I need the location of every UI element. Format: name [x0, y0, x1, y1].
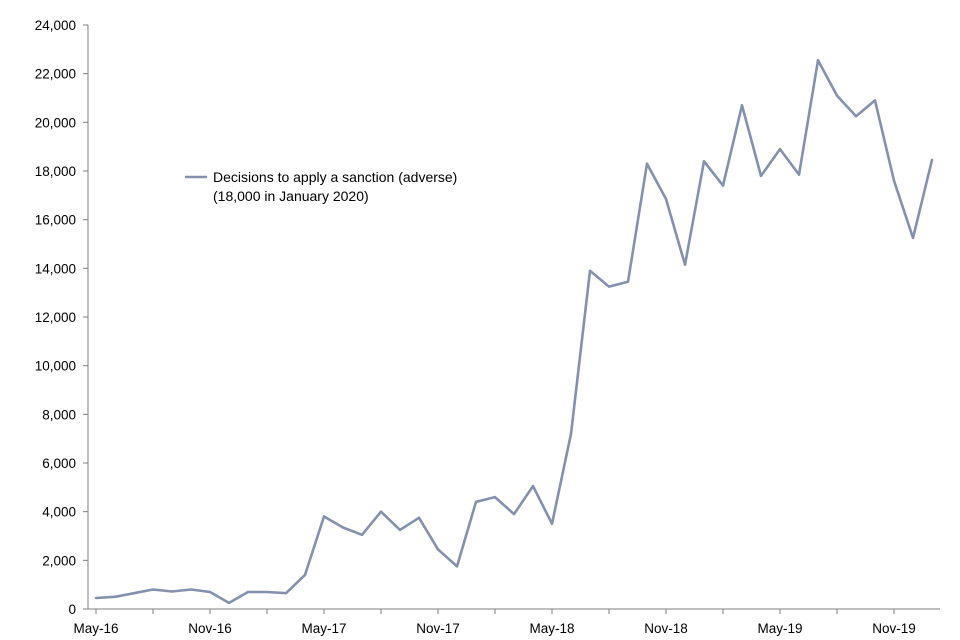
data-point [265, 590, 269, 594]
x-tick-label: May-16 [73, 621, 118, 636]
data-point [113, 595, 117, 599]
data-point [303, 573, 307, 577]
data-point [493, 495, 497, 499]
y-tick-label: 8,000 [42, 407, 76, 422]
data-point [531, 484, 535, 488]
data-point [835, 94, 839, 97]
data-point [132, 591, 136, 595]
data-point [208, 590, 212, 594]
x-tick-label: Nov-16 [188, 621, 232, 636]
data-point [778, 147, 782, 151]
data-point [417, 516, 421, 519]
y-axis: 0 2,000 4,000 6,000 8,000 10,000 12,000 14,000 1… [35, 18, 89, 617]
data-point [360, 533, 364, 536]
series-line [94, 58, 934, 605]
data-point [436, 548, 440, 551]
data-point [797, 173, 801, 176]
y-tick-label: 14,000 [35, 261, 76, 276]
data-point [246, 590, 250, 594]
y-tick-label: 4,000 [42, 505, 76, 520]
data-point [759, 174, 763, 178]
data-point [455, 565, 459, 568]
data-point [607, 285, 611, 288]
data-point [854, 115, 858, 118]
data-point [341, 526, 345, 529]
x-tick-label: May-18 [529, 621, 574, 636]
data-point [379, 510, 383, 513]
data-point [512, 512, 516, 516]
data-point [227, 601, 231, 605]
data-point [322, 515, 326, 518]
y-tick-label: 20,000 [35, 115, 76, 130]
x-axis: May-16 Nov-16 May-17 Nov-17 May-18 Nov-18 May-… [73, 608, 940, 636]
data-point [721, 184, 725, 187]
data-point [550, 522, 554, 526]
data-point [911, 236, 915, 240]
data-point [740, 104, 744, 107]
x-tick-label: May-17 [301, 621, 346, 636]
data-point [170, 590, 174, 593]
legend: Decisions to apply a sanction (adverse) … [185, 169, 457, 204]
x-tick-label: Nov-19 [872, 621, 916, 636]
data-point [683, 263, 687, 266]
y-tick-label: 22,000 [35, 67, 76, 82]
x-tick-label: May-19 [757, 621, 802, 636]
legend-label: Decisions to apply a sanction (adverse) [213, 169, 457, 185]
y-tick-label: 2,000 [42, 553, 76, 568]
y-tick-label: 18,000 [35, 164, 76, 179]
data-point [816, 59, 820, 62]
data-point [930, 158, 934, 162]
x-tick-label: Nov-18 [644, 621, 688, 636]
y-tick-label: 24,000 [35, 18, 76, 33]
data-point [626, 280, 630, 283]
x-tick-label: Nov-17 [416, 621, 460, 636]
y-tick-label: 12,000 [35, 310, 76, 325]
data-point [189, 588, 193, 591]
data-point [892, 179, 896, 182]
data-point [588, 269, 592, 272]
data-point [702, 160, 706, 163]
y-tick-label: 16,000 [35, 213, 76, 228]
data-point [645, 162, 649, 165]
data-point [664, 197, 668, 201]
y-tick-label: 0 [68, 602, 76, 617]
y-tick-label: 6,000 [42, 456, 76, 471]
series-area [94, 58, 934, 605]
data-point [151, 588, 155, 591]
data-point [398, 528, 402, 532]
data-point [94, 596, 98, 600]
data-point [284, 591, 288, 595]
y-tick-label: 10,000 [35, 359, 76, 374]
data-point [569, 432, 573, 435]
legend-note: (18,000 in January 2020) [213, 188, 369, 204]
data-point [873, 99, 877, 102]
data-point [474, 500, 478, 504]
